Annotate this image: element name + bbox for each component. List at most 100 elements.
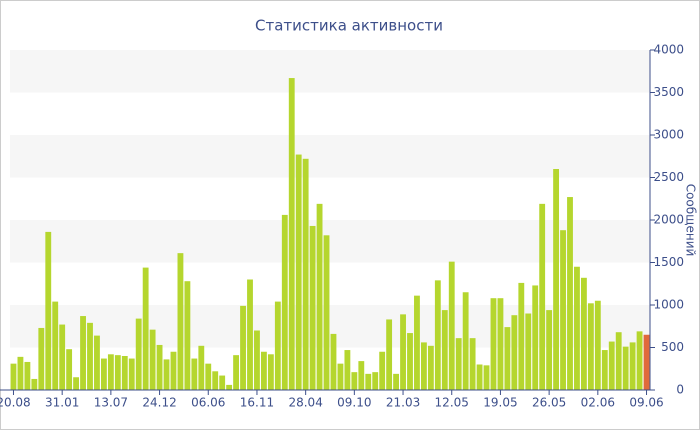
bar [226, 384, 233, 390]
bar [455, 338, 462, 390]
bar [358, 361, 365, 390]
bar [142, 267, 149, 390]
bar [511, 315, 518, 390]
bar [205, 363, 212, 390]
bar [420, 342, 427, 390]
bar [295, 154, 302, 390]
bar [587, 303, 594, 390]
y-tick-label: 2000 [653, 213, 684, 227]
bar [567, 197, 573, 390]
bar [330, 333, 337, 390]
bar [191, 358, 198, 390]
grid-band [10, 135, 650, 178]
bar [448, 261, 455, 390]
bar [149, 329, 156, 390]
bar [212, 371, 219, 390]
bar [434, 280, 441, 390]
bar [316, 203, 323, 390]
y-tick-label: 3500 [653, 85, 684, 99]
bar [274, 301, 281, 390]
bar [601, 350, 608, 390]
bar [574, 266, 580, 390]
x-tick-label: 31.01 [45, 396, 79, 410]
bar [323, 235, 330, 390]
bar [636, 331, 643, 390]
x-tick-label: 12.05 [435, 396, 469, 410]
bar [233, 355, 240, 390]
bar [469, 338, 476, 390]
bar [379, 351, 386, 390]
bar [553, 169, 560, 390]
x-tick-label: 13.07 [94, 396, 128, 410]
bar [38, 327, 45, 390]
bar [163, 359, 170, 390]
bar [100, 358, 107, 390]
bar [622, 346, 629, 390]
bar [114, 355, 121, 390]
bar [580, 277, 587, 390]
chart-title: Статистика активности [255, 17, 443, 35]
bar [546, 310, 553, 390]
bar [184, 281, 191, 390]
bar [66, 349, 73, 390]
bar [393, 373, 400, 390]
bar [17, 356, 24, 390]
bar [615, 332, 622, 390]
bar [254, 330, 260, 390]
bar [504, 327, 511, 390]
x-tick-label: 09.06 [629, 396, 663, 410]
bar [476, 364, 483, 390]
bar [177, 253, 184, 390]
bar [483, 365, 490, 390]
bar [288, 78, 295, 391]
bar [135, 318, 142, 390]
bar [414, 295, 420, 390]
bar [156, 344, 163, 390]
bar [462, 292, 469, 390]
bar [365, 373, 372, 390]
bar [87, 322, 93, 390]
bar [629, 342, 636, 390]
bar [532, 285, 539, 390]
bar [539, 203, 546, 390]
bar [170, 351, 177, 390]
x-tick-label: 24.12 [142, 396, 176, 410]
bar [10, 363, 17, 390]
y-tick-label: 0 [676, 383, 684, 397]
bar [386, 319, 393, 390]
bar [490, 298, 497, 390]
x-tick-label: 20.08 [0, 396, 31, 410]
grid-band [10, 50, 650, 93]
y-axis-title: Сообщений [684, 184, 698, 257]
bar [94, 335, 100, 390]
bar [560, 230, 566, 390]
bar [518, 282, 525, 390]
bar [497, 298, 504, 390]
bar [309, 225, 316, 390]
x-tick-label: 19.05 [483, 396, 517, 410]
bar [73, 377, 80, 390]
y-tick-label: 1500 [653, 255, 684, 269]
bar [594, 300, 601, 390]
x-tick-label: 16.11 [240, 396, 274, 410]
bar [525, 313, 532, 390]
bar [407, 333, 413, 390]
bar [80, 316, 86, 390]
bar [121, 356, 128, 390]
bar [441, 310, 448, 390]
bar [344, 350, 351, 390]
x-tick-label: 26.05 [532, 396, 566, 410]
y-tick-label: 3000 [653, 128, 684, 142]
bar [351, 372, 358, 390]
bar [198, 345, 205, 390]
bar [372, 372, 379, 390]
bar [128, 358, 135, 390]
bar [643, 334, 650, 390]
bar [59, 324, 66, 390]
x-tick-label: 28.04 [288, 396, 322, 410]
bar [107, 354, 114, 390]
bar [427, 345, 434, 390]
x-tick-label: 09.10 [337, 396, 371, 410]
y-tick-label: 1000 [653, 298, 684, 312]
